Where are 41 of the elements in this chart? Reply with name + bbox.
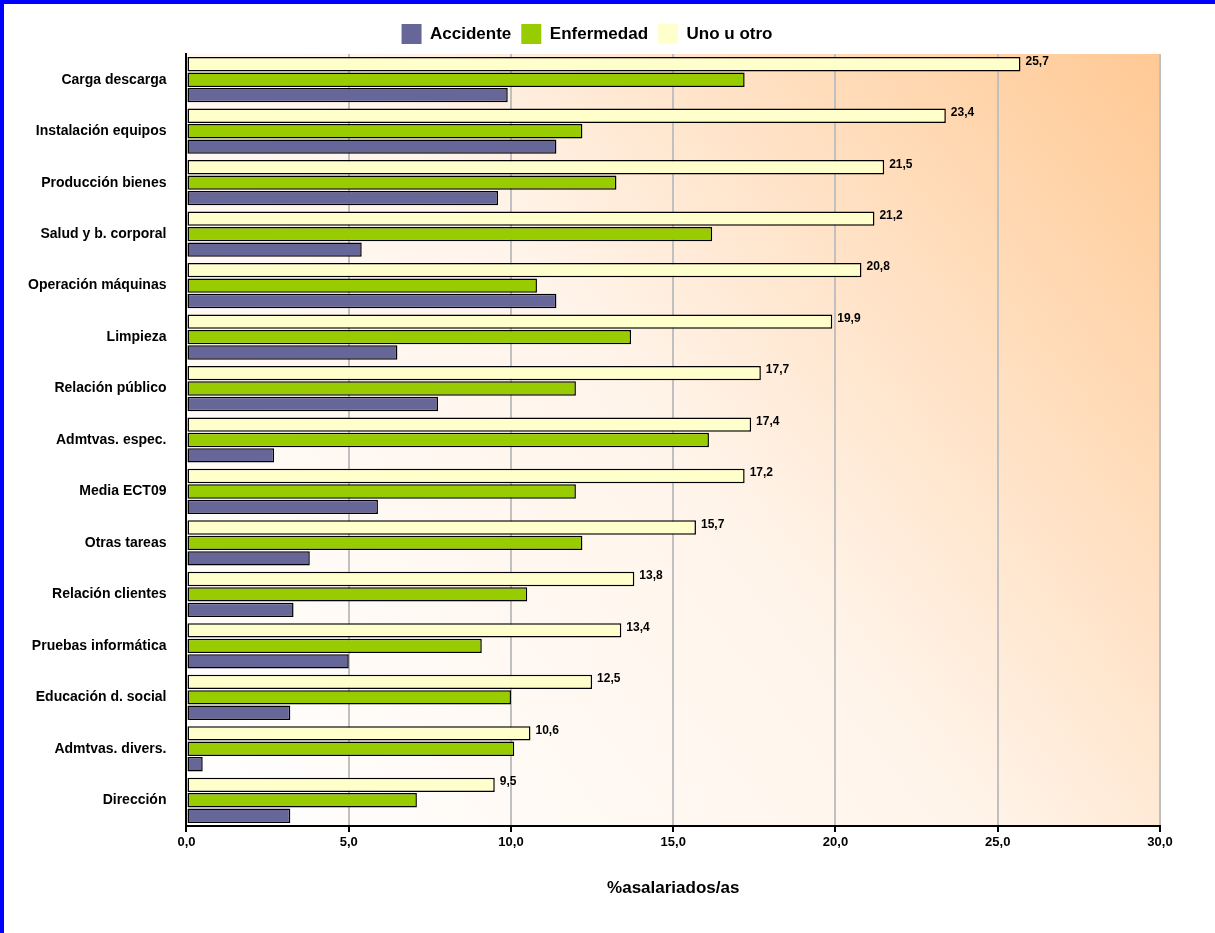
data-label: 25,7 bbox=[1025, 53, 1050, 68]
y-tick-label: Relación público bbox=[54, 379, 167, 396]
data-label: 21,5 bbox=[889, 156, 913, 171]
x-tick-label: 5,0 bbox=[339, 834, 358, 850]
y-tick-label: Educación d. social bbox=[35, 688, 167, 705]
y-tick-label: Limpieza bbox=[106, 327, 167, 344]
data-label: 13,4 bbox=[626, 619, 650, 634]
data-label: 13,8 bbox=[639, 568, 663, 583]
data-label: 20,8 bbox=[866, 259, 891, 274]
y-tick-label: Instalación equipos bbox=[35, 122, 167, 139]
data-label: 9,5 bbox=[499, 774, 517, 789]
data-label: 12,5 bbox=[597, 671, 621, 686]
x-tick-label: 0,0 bbox=[177, 834, 196, 850]
data-label: 17,2 bbox=[749, 465, 774, 480]
data-label: 19,9 bbox=[837, 310, 861, 325]
legend-label: Accidente bbox=[430, 23, 512, 43]
x-axis-title: %asalariados/as bbox=[607, 878, 740, 898]
legend-label: Uno u otro bbox=[686, 23, 773, 43]
data-label: 10,6 bbox=[535, 722, 560, 737]
data-label: 23,4 bbox=[950, 105, 975, 120]
legend-label: Enfermedad bbox=[549, 23, 649, 43]
y-tick-label: Media ECT09 bbox=[79, 482, 167, 499]
y-tick-label: Carga descarga bbox=[61, 70, 167, 87]
y-tick-label: Otras tareas bbox=[84, 533, 167, 550]
data-label: 17,4 bbox=[756, 413, 780, 428]
y-tick-label: Operación máquinas bbox=[28, 276, 167, 293]
data-label: 15,7 bbox=[700, 516, 725, 531]
x-tick-label: 10,0 bbox=[498, 834, 524, 850]
data-label: 17,7 bbox=[765, 362, 790, 377]
y-tick-label: Salud y b. corporal bbox=[40, 224, 167, 241]
y-tick-label: Admtvas. divers. bbox=[54, 739, 167, 756]
x-tick-label: 30,0 bbox=[1147, 834, 1173, 850]
data-label: 21,2 bbox=[879, 208, 904, 223]
x-tick-label: 15,0 bbox=[660, 834, 686, 850]
y-tick-label: Relación clientes bbox=[52, 585, 167, 602]
x-tick-label: 25,0 bbox=[985, 834, 1011, 850]
y-tick-label: Dirección bbox=[102, 791, 167, 808]
x-tick-label: 20,0 bbox=[822, 834, 849, 850]
y-tick-label: Pruebas informática bbox=[31, 636, 167, 653]
y-tick-label: Admtvas. espec. bbox=[55, 430, 167, 447]
y-tick-label: Producción bienes bbox=[41, 173, 167, 190]
